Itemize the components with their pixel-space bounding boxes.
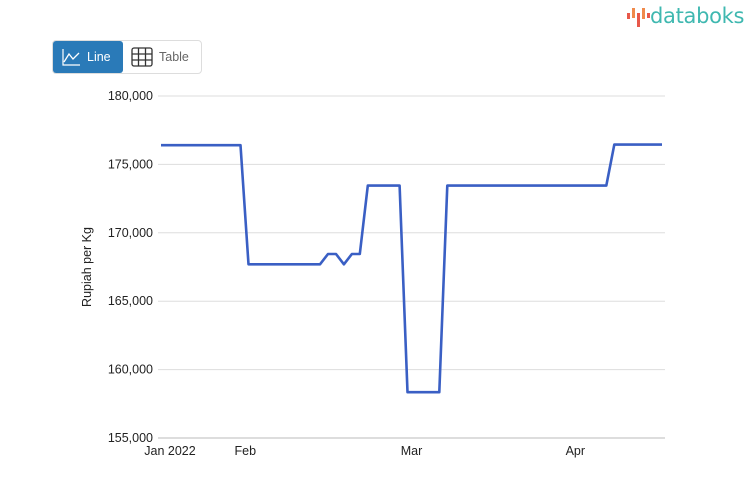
table-grid-icon [131,47,153,67]
x-tick-label: Mar [401,444,423,458]
y-tick-label: 165,000 [108,294,153,308]
y-tick-label: 175,000 [108,157,153,171]
y-tick-label: 155,000 [108,431,153,445]
y-tick-label: 170,000 [108,226,153,240]
x-tick-label: Jan 2022 [144,444,195,458]
view-toggle: Line Table [52,40,202,74]
line-view-button[interactable]: Line [53,41,123,73]
y-tick-label: 160,000 [108,363,153,377]
databoks-logo-icon [627,8,650,27]
table-view-label: Table [159,50,189,64]
line-view-label: Line [87,50,111,64]
table-view-button[interactable]: Table [123,41,197,73]
y-axis-label: Rupiah per Kg [80,227,94,307]
x-tick-label: Apr [566,444,585,458]
brand-name: databoks [650,4,745,28]
series-line [161,143,662,394]
x-tick-label: Feb [235,444,257,458]
databoks-logo: databoks [626,4,744,28]
y-tick-label: 180,000 [108,89,153,103]
line-chart-icon [62,49,80,66]
